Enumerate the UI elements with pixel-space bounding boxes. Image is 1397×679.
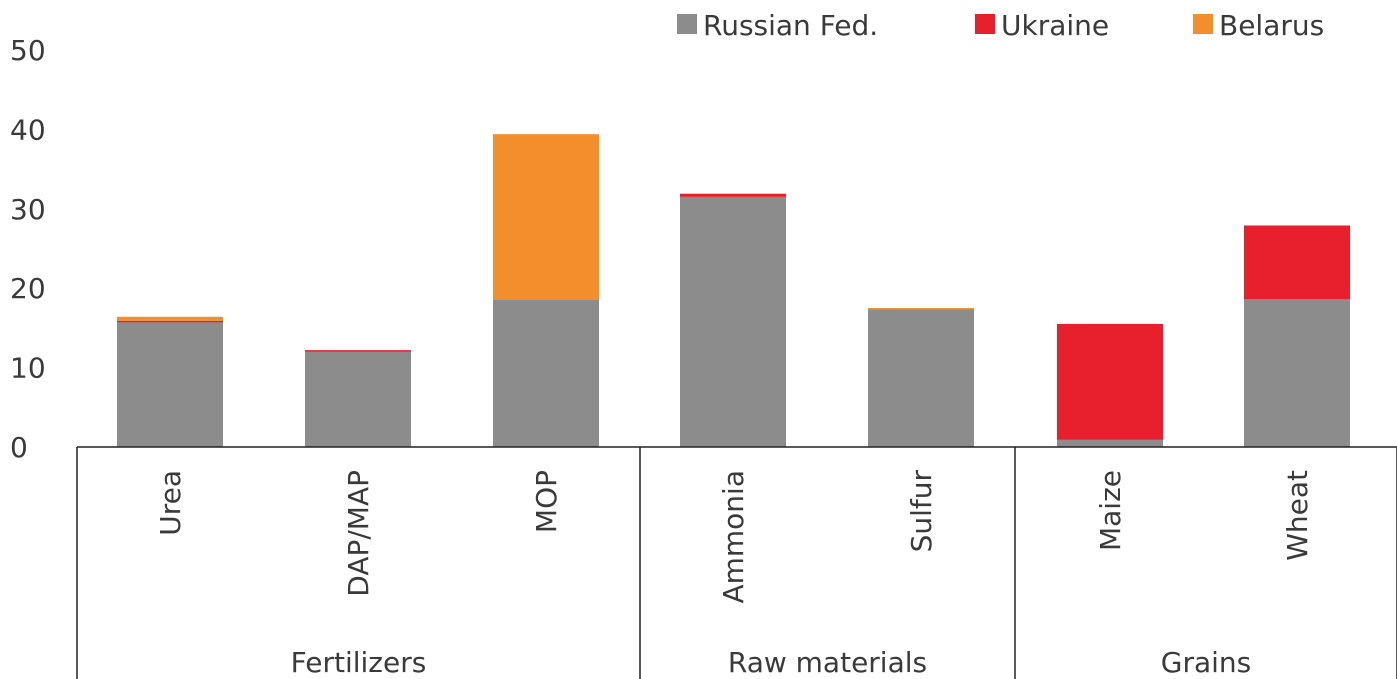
legend-swatch <box>975 14 995 34</box>
category-label: Urea <box>154 470 187 536</box>
bar-segment <box>680 196 786 447</box>
bar-segment <box>1244 225 1350 300</box>
bar-segment <box>117 320 223 323</box>
y-tick-label: 10 <box>10 352 46 385</box>
bar-segment <box>305 350 411 447</box>
legend: Russian Fed. Ukraine Belarus <box>677 9 1324 42</box>
x-axis: Urea DAP/MAP MOP Ammonia Sulfur Maize Wheat Fer… <box>76 446 1397 679</box>
y-axis: 0 10 20 30 40 50 <box>10 34 46 464</box>
category-label: DAP/MAP <box>342 470 375 597</box>
category-label: Wheat <box>1281 470 1314 561</box>
legend-label: Belarus <box>1219 9 1324 42</box>
bar-segment <box>493 134 599 300</box>
bar-segment <box>868 308 974 447</box>
category-label: Sulfur <box>905 470 938 553</box>
bar-segment <box>117 316 223 321</box>
bar-segment <box>868 308 974 310</box>
category-label: Ammonia <box>717 470 750 604</box>
y-tick-label: 40 <box>10 113 46 146</box>
bar-segment <box>1057 439 1163 447</box>
y-tick-label: 30 <box>10 193 46 226</box>
y-tick-label: 0 <box>10 431 28 464</box>
y-tick-label: 50 <box>10 34 46 67</box>
category-label: Maize <box>1094 470 1127 551</box>
bar-segment <box>493 299 599 447</box>
bar-segment <box>680 193 786 197</box>
bar-segment <box>305 350 411 352</box>
group-label: Raw materials <box>728 646 927 679</box>
legend-swatch <box>677 14 697 34</box>
bar-segment <box>117 321 223 447</box>
bar-segment <box>1057 323 1163 440</box>
legend-label: Russian Fed. <box>703 9 878 42</box>
y-tick-label: 20 <box>10 272 46 305</box>
legend-swatch <box>1193 14 1213 34</box>
category-label: MOP <box>530 470 563 533</box>
legend-label: Ukraine <box>1001 9 1109 42</box>
bar-segment <box>1244 299 1350 447</box>
group-label: Fertilizers <box>291 646 427 679</box>
group-label: Grains <box>1161 646 1251 679</box>
bars <box>117 134 1350 447</box>
